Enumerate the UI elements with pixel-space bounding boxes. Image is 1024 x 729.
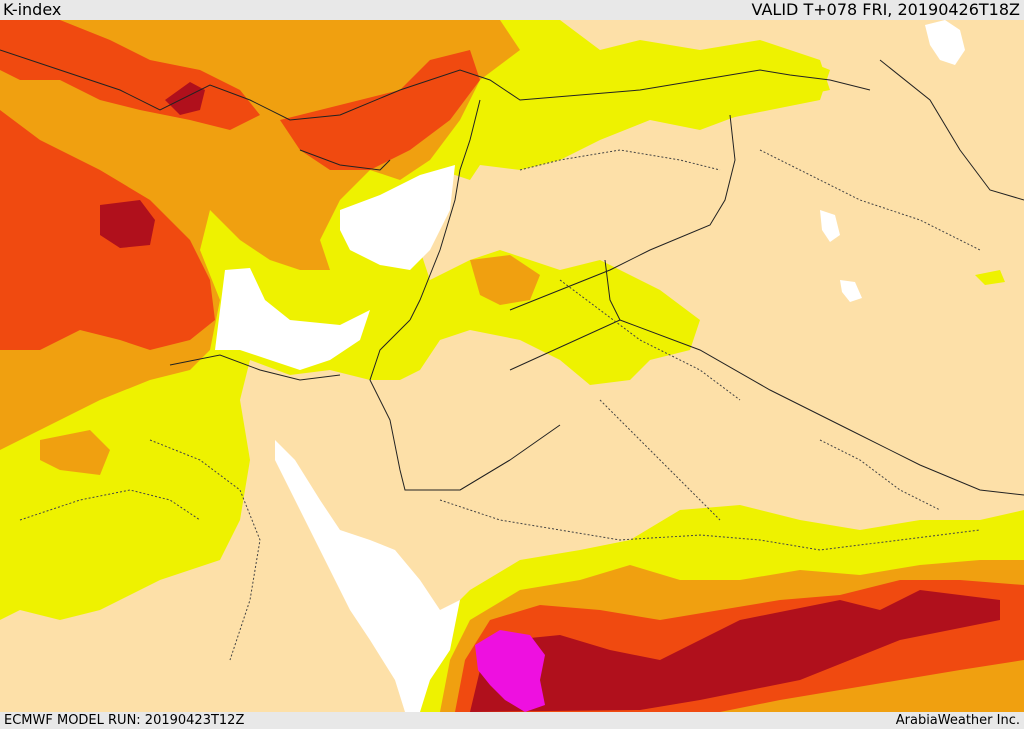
model-run-label: ECMWF MODEL RUN: 20190423T12Z bbox=[4, 713, 245, 728]
k-index-white-lake-iraq bbox=[820, 210, 840, 242]
k-index-white-zone-delta bbox=[215, 268, 370, 370]
k-index-white-lake-iraq-2 bbox=[840, 280, 862, 302]
k-index-map bbox=[0, 20, 1024, 712]
country-borders bbox=[0, 49, 1024, 496]
k-index-yellow-zone-east-edge bbox=[975, 270, 1005, 285]
footer-bar: ECMWF MODEL RUN: 20190423T12Z ArabiaWeat… bbox=[0, 712, 1024, 729]
k-index-darkred-zone-south bbox=[470, 590, 1000, 712]
province-borders bbox=[19, 149, 981, 661]
k-index-magenta-core bbox=[475, 630, 545, 712]
k-index-white-zone-egypt bbox=[340, 165, 455, 270]
k-index-orange-blob-jordan bbox=[470, 255, 540, 305]
map-title: K-index bbox=[3, 0, 62, 19]
k-index-white-zone-red-sea bbox=[275, 440, 460, 712]
k-index-darkred-core-turkey bbox=[165, 82, 205, 115]
k-index-darkred-core-west bbox=[100, 200, 155, 248]
map-canvas bbox=[0, 20, 1024, 712]
header-bar: K-index VALID T+078 FRI, 20190426T18Z bbox=[0, 0, 1024, 20]
k-index-yellow-zone-north-iraq bbox=[660, 50, 830, 120]
valid-time: VALID T+078 FRI, 20190426T18Z bbox=[751, 0, 1020, 19]
k-index-orange-blob-sw bbox=[40, 430, 110, 475]
credit-label: ArabiaWeather Inc. bbox=[895, 713, 1020, 728]
k-index-white-lake-east bbox=[925, 20, 965, 65]
